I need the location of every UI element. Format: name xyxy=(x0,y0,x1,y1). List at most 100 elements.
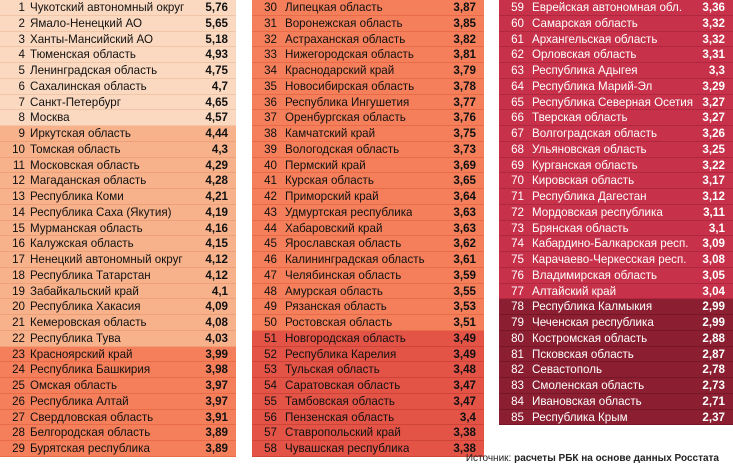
row-divider xyxy=(0,188,236,189)
table-row: 50 Ростовская область 3,51 xyxy=(252,315,484,331)
source-note: Источник: расчеты РБК на основе данных Р… xyxy=(466,453,719,464)
rank-number: 31 xyxy=(264,16,277,30)
table-row: 7 Санкт-Петербург 4,65 xyxy=(0,94,236,111)
table-row: 34 Краснодарский край 3,79 xyxy=(252,63,484,79)
table-row: 17 Ненецкий автономный округ 4,12 xyxy=(0,252,236,268)
region-value: 3,32 xyxy=(702,32,725,46)
rank-number: 8 xyxy=(18,111,25,125)
table-row: 30 Липецкая область 3,87 xyxy=(252,0,484,16)
rank-number: 30 xyxy=(264,1,277,14)
region-value: 3,76 xyxy=(453,111,476,125)
row-divider xyxy=(499,282,733,284)
rank-number: 65 xyxy=(511,95,524,109)
rank-number: 21 xyxy=(12,316,25,329)
rank-number: 19 xyxy=(12,284,25,298)
table-row: 14 Республика Саха (Якутия) 4,19 xyxy=(0,204,236,221)
row-divider xyxy=(252,251,484,252)
region-value: 3,38 xyxy=(453,426,476,440)
region-name: Чеченская республика xyxy=(532,316,654,329)
rank-number: 9 xyxy=(18,127,25,140)
row-divider xyxy=(252,282,484,284)
row-divider xyxy=(499,109,733,111)
region-name: Республика Башкирия xyxy=(30,363,151,377)
region-value: 3,08 xyxy=(702,253,725,266)
row-divider xyxy=(499,298,733,300)
row-divider xyxy=(0,235,236,237)
region-name: Новгородская область xyxy=(285,331,406,345)
rank-number: 5 xyxy=(18,64,25,77)
region-name: Тверская область xyxy=(532,111,628,125)
rank-number: 36 xyxy=(264,95,277,109)
region-name: Алтайский край xyxy=(532,284,617,298)
rank-number: 67 xyxy=(511,127,524,140)
table-row: 1 Чукотский автономный округ 5,76 xyxy=(0,0,236,16)
rank-number: 81 xyxy=(511,347,524,361)
region-value: 3,98 xyxy=(205,363,228,377)
row-divider xyxy=(499,46,733,48)
table-row: 16 Калужская область 4,15 xyxy=(0,236,236,252)
rank-number: 37 xyxy=(264,111,277,125)
table-row: 45 Ярославская область 3,62 xyxy=(252,236,484,252)
table-row: 23 Красноярский край 3,99 xyxy=(0,346,236,363)
region-name: Республика Коми xyxy=(30,190,124,203)
region-value: 4,03 xyxy=(205,331,228,345)
rank-number: 72 xyxy=(511,205,524,219)
region-value: 3,53 xyxy=(453,300,476,314)
region-value: 3,63 xyxy=(453,205,476,219)
row-divider xyxy=(499,314,733,315)
region-value: 3,85 xyxy=(453,16,476,30)
region-name: Ярославская область xyxy=(285,237,402,251)
table-row: 47 Челябинская область 3,59 xyxy=(252,267,484,284)
rank-number: 25 xyxy=(12,379,25,392)
table-row: 78 Республика Калмыкия 2,99 xyxy=(499,299,733,315)
rank-number: 52 xyxy=(264,347,277,361)
region-name: Московская область xyxy=(30,158,140,172)
region-name: Ставропольский край xyxy=(285,426,401,440)
rank-number: 73 xyxy=(511,221,524,235)
table-row: 80 Костромская область 2,88 xyxy=(499,330,733,347)
row-divider xyxy=(0,46,236,48)
table-row: 46 Калининградская область 3,61 xyxy=(252,252,484,268)
region-name: Санкт-Петербург xyxy=(30,95,121,109)
row-divider xyxy=(499,62,733,63)
table-row: 2 Ямало-Ненецкий АО 5,65 xyxy=(0,15,236,32)
region-name: Приморский край xyxy=(285,190,379,203)
region-value: 4,57 xyxy=(205,111,228,125)
region-name: Свердловская область xyxy=(30,410,154,424)
region-value: 2,37 xyxy=(702,410,725,424)
region-name: Омская область xyxy=(30,379,117,392)
region-name: Пермский край xyxy=(285,158,366,172)
region-value: 3,91 xyxy=(205,410,228,424)
region-name: Калининградская область xyxy=(285,253,425,266)
row-divider xyxy=(499,408,733,410)
rank-number: 45 xyxy=(264,237,277,251)
table-row: 22 Республика Тува 4,03 xyxy=(0,330,236,347)
region-value: 2,99 xyxy=(702,300,725,314)
table-row: 65 Республика Северная Осетия 3,27 xyxy=(499,94,733,111)
row-divider xyxy=(252,62,484,63)
region-value: 4,44 xyxy=(205,127,228,140)
row-divider xyxy=(252,219,484,221)
rank-number: 1 xyxy=(18,1,25,14)
table-row: 5 Ленинградская область 4,75 xyxy=(0,63,236,79)
region-name: Курская область xyxy=(285,174,374,188)
rank-number: 74 xyxy=(511,237,524,251)
region-value: 3,22 xyxy=(702,158,725,172)
row-divider xyxy=(252,14,484,16)
rank-number: 43 xyxy=(264,205,277,219)
rank-number: 42 xyxy=(264,190,277,203)
row-divider xyxy=(0,282,236,284)
region-value: 3,89 xyxy=(205,426,228,440)
table-row: 57 Ставропольский край 3,38 xyxy=(252,425,484,441)
region-value: 3,59 xyxy=(453,268,476,282)
region-name: Мурманская область xyxy=(30,221,143,235)
region-value: 2,78 xyxy=(702,363,725,377)
row-divider xyxy=(499,251,733,252)
region-value: 3,73 xyxy=(453,142,476,156)
row-divider xyxy=(0,125,236,126)
rank-number: 35 xyxy=(264,79,277,93)
table-row: 41 Курская область 3,65 xyxy=(252,173,484,189)
row-divider xyxy=(499,203,733,205)
row-divider xyxy=(0,140,236,142)
region-name: Республика Тува xyxy=(30,331,121,345)
